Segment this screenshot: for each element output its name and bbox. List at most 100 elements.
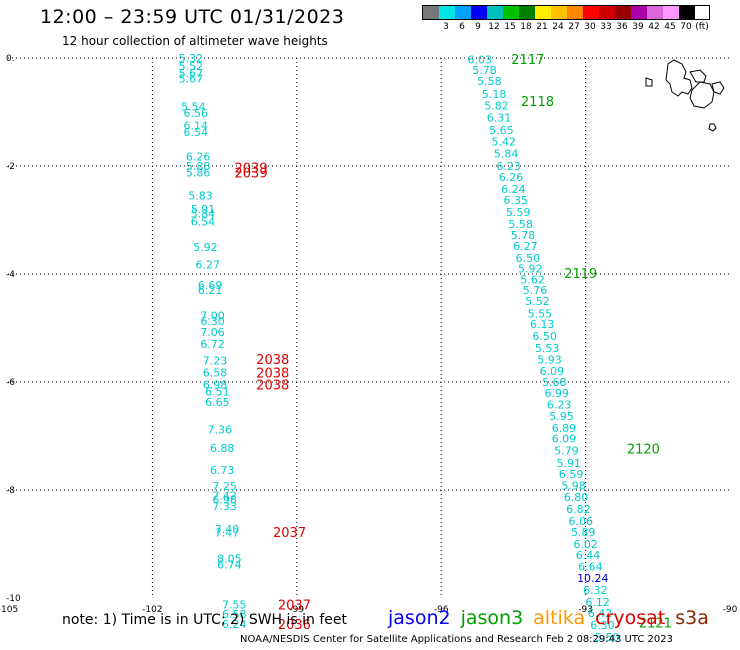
color-scale-unit: (ft) — [695, 22, 709, 32]
color-scale-label: 27 — [568, 22, 580, 32]
color-scale-label: 36 — [616, 22, 628, 32]
wave-height-value: 5.88 — [186, 160, 211, 173]
wave-height-value: 6.44 — [576, 549, 601, 562]
wave-height-value: 6.65 — [205, 396, 230, 409]
wave-height-value: 6.27 — [513, 240, 538, 253]
island-outline — [689, 81, 715, 109]
wave-height-value: 5.54 — [181, 101, 206, 114]
wave-height-value: 6.80 — [564, 491, 589, 504]
color-scale-swatch — [471, 6, 487, 19]
y-tick-label: -2 — [6, 162, 15, 172]
legend-entry-s3a: s3a — [675, 607, 709, 629]
data-marks: 6.035.785.585.185.826.315.655.425.846.23… — [179, 52, 672, 644]
satellite-legend: jason2 jason3 altika cryosat s3a — [388, 607, 719, 629]
wave-height-value: 5.76 — [523, 284, 548, 297]
wave-height-value: 6.30 — [590, 619, 615, 632]
color-scale-swatch — [439, 6, 455, 19]
pass-number-label: 2037 — [278, 598, 311, 613]
pass-number-label: 2037 — [273, 526, 306, 541]
x-tick-label: -96 — [434, 605, 449, 615]
wave-height-value: 6.31 — [487, 111, 512, 124]
wave-height-value: 5.82 — [484, 100, 509, 113]
color-scale-swatch — [455, 6, 471, 19]
y-tick-label: -8 — [6, 486, 15, 496]
wave-height-value: 5.83 — [188, 190, 213, 203]
wave-height-value: 8.05 — [217, 553, 242, 566]
pass-number-label: 2118 — [521, 95, 554, 110]
wave-height-value: 5.58 — [477, 75, 502, 88]
island-outline — [645, 77, 653, 87]
wave-height-value: 6.54 — [183, 126, 208, 139]
wave-height-value: 7.33 — [212, 500, 237, 513]
wave-height-value: 5.78 — [472, 64, 497, 77]
color-scale-label: 30 — [584, 22, 596, 32]
wave-height-value: 6.98 — [212, 494, 237, 507]
island-outline — [665, 59, 693, 97]
color-scale-label: 15 — [504, 22, 516, 32]
wave-height-value: 5.67 — [179, 73, 204, 86]
wave-height-value: 5.62 — [520, 273, 545, 286]
color-scale-swatch — [551, 6, 567, 19]
chart-title: 12:00 – 23:59 UTC 01/31/2023 — [40, 6, 345, 28]
color-scale-legend: 3 6 9 12 15 18 21 24 27 30 33 36 39 42 45 70 (ft) — [422, 5, 710, 32]
color-scale-label: 21 — [536, 22, 548, 32]
color-scale-label: 6 — [459, 22, 465, 32]
wave-height-value: 6.74 — [217, 559, 242, 572]
color-scale-label: 24 — [552, 22, 564, 32]
wave-height-value: 6.30 — [200, 315, 225, 328]
color-scale-swatch — [679, 6, 695, 19]
color-scale-label: 70 — [680, 22, 692, 32]
wave-height-value: 6.99 — [544, 387, 569, 400]
wave-height-value: 5.98 — [561, 480, 586, 493]
wave-height-value: 6.21 — [198, 284, 223, 297]
wave-height-value: 5.52 — [179, 60, 204, 73]
wave-height-value: 5.32 — [179, 52, 204, 65]
wave-height-value: 6.06 — [569, 515, 594, 528]
wave-height-value: 5.50 — [595, 631, 620, 644]
wave-height-value: 6.58 — [222, 608, 247, 621]
color-scale-label: 3 — [443, 22, 449, 32]
x-tick-label: -93 — [578, 605, 593, 615]
wave-height-value: 6.09 — [540, 365, 565, 378]
wave-height-value: 5.42 — [492, 136, 517, 149]
island-outline — [711, 81, 725, 95]
wave-height-value: 5.53 — [535, 342, 560, 355]
footer-credit: NOAA/NESDIS Center for Satellite Applica… — [240, 634, 673, 645]
wave-height-value: 5.65 — [489, 124, 514, 137]
wave-height-value: 6.50 — [516, 252, 541, 265]
wave-height-value: 5.91 — [557, 457, 582, 470]
color-scale-label: 9 — [475, 22, 481, 32]
y-tick-label: -6 — [6, 378, 15, 388]
wave-height-value: 5.79 — [554, 445, 579, 458]
wave-height-value: 7.40 — [215, 523, 240, 536]
wave-height-value: 6.54 — [191, 216, 216, 229]
island-outline — [689, 69, 707, 83]
wave-height-value: 5.52 — [525, 295, 550, 308]
x-tick-label: -105 — [0, 605, 18, 615]
axis-labels: -105 -102 -99 -96 -93 -90 0. -2 -4 -6 -8 -10 — [0, 54, 738, 615]
color-scale-swatch — [503, 6, 519, 19]
x-tick-label: -102 — [142, 605, 162, 615]
wave-height-value: 7.00 — [200, 310, 225, 323]
y-tick-label: 0. — [6, 54, 15, 64]
color-scale-labels: 3 6 9 12 15 18 21 24 27 30 33 36 39 42 45 70 (ft) — [422, 22, 710, 32]
wave-height-value: 6.82 — [566, 503, 591, 516]
color-scale-label: 45 — [664, 22, 676, 32]
wave-height-value: 5.84 — [191, 208, 216, 221]
y-tick-label: -4 — [6, 270, 15, 280]
y-tick-label: -10 — [6, 594, 21, 604]
wave-height-value: 5.84 — [494, 148, 519, 161]
wave-height-value: 5.86 — [186, 166, 211, 179]
grid-lines — [8, 57, 730, 598]
legend-entry-jason2: jason2 — [388, 607, 451, 629]
wave-height-value: 6.14 — [183, 120, 208, 133]
wave-height-value: 5.55 — [528, 307, 553, 320]
wave-height-value: 6.58 — [203, 366, 228, 379]
wave-height-value: 6.27 — [196, 258, 221, 271]
wave-height-value: 6.24 — [222, 618, 247, 631]
color-scale-swatch — [663, 6, 679, 19]
color-scale-swatch — [583, 6, 599, 19]
color-scale-swatch — [599, 6, 615, 19]
pass-number-label: 2038 — [256, 379, 289, 394]
pass-number-label: 2119 — [564, 267, 597, 282]
